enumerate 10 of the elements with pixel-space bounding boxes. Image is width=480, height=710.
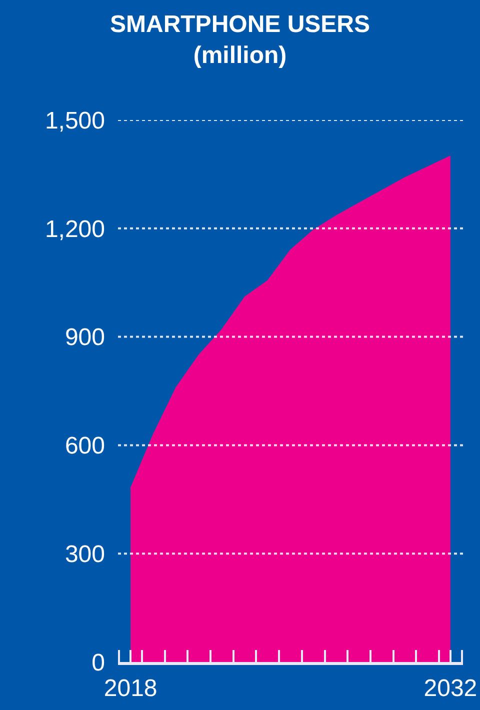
chart-title: SMARTPHONE USERS bbox=[110, 10, 370, 38]
y-tick-label: 600 bbox=[64, 432, 105, 460]
y-tick-label: 900 bbox=[64, 324, 105, 352]
y-tick-label: 1,200 bbox=[44, 216, 105, 243]
x-tick-label: 2018 bbox=[104, 674, 158, 702]
chart-subtitle: (million) bbox=[193, 42, 287, 70]
y-tick-label: 1,500 bbox=[44, 107, 105, 134]
x-tick-label: 2032 bbox=[424, 674, 478, 702]
y-tick-label: 300 bbox=[64, 541, 105, 568]
y-tick-label: 0 bbox=[92, 649, 105, 676]
